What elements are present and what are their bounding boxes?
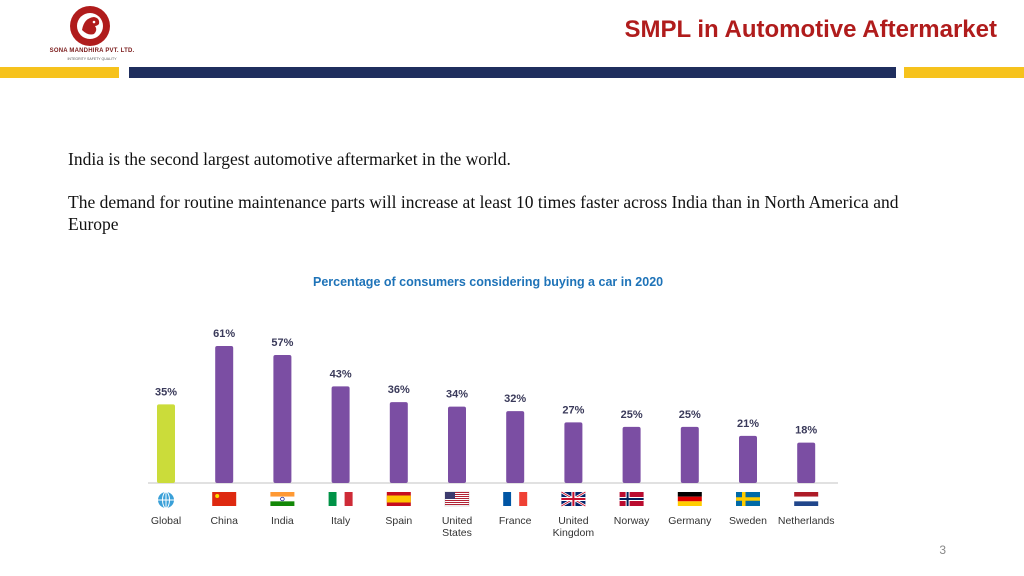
bar-sweden (739, 435, 757, 483)
header-bar-middle (129, 67, 896, 78)
bar-france (506, 411, 525, 483)
data-label: 27% (562, 404, 584, 416)
category-label: Spain (385, 515, 412, 527)
uk-flag-icon (560, 490, 587, 508)
bar-china (215, 346, 234, 483)
category-label: Sweden (729, 515, 767, 527)
body-line-2: The demand for routine maintenance parts… (68, 192, 899, 234)
logo-tagline: INTEGRITY SAFETY QUALITY (67, 57, 117, 61)
category-label: Netherlands (778, 515, 835, 527)
slide-body: India is the second largest automotive a… (68, 148, 948, 235)
data-label: 32% (504, 393, 526, 405)
india-flag-icon (270, 492, 295, 506)
italy-flag-icon (328, 492, 353, 506)
bar-netherlands (797, 442, 816, 483)
globe-icon (158, 491, 174, 509)
data-label: 21% (737, 418, 759, 430)
lion-logo-icon (70, 6, 110, 46)
bar-global (157, 404, 175, 483)
category-label: China (210, 515, 238, 527)
bar-norway (622, 426, 641, 483)
netherlands-flag-icon (794, 492, 819, 506)
bar-united-kingdom (564, 422, 583, 483)
chart-title: Percentage of consumers considering buyi… (313, 275, 664, 289)
category-label: Norway (614, 515, 650, 527)
data-label: 61% (213, 328, 235, 340)
france-flag-icon (503, 492, 528, 506)
category-label: Global (151, 515, 181, 527)
data-label: 18% (795, 425, 817, 437)
category-label: Germany (668, 515, 712, 527)
page-number: 3 (939, 543, 946, 557)
category-label: States (442, 527, 472, 539)
data-label: 57% (271, 337, 293, 349)
category-label: India (271, 515, 294, 527)
company-logo: SONA MANDHIRA PVT. LTD. INTEGRITY SAFETY… (44, 4, 140, 64)
body-line-1: India is the second largest automotive a… (68, 149, 511, 169)
logo-company-name: SONA MANDHIRA PVT. LTD. (49, 48, 135, 54)
china-flag-icon (212, 492, 237, 506)
data-label: 25% (679, 409, 701, 421)
header-bar-left (0, 67, 119, 78)
data-label: 35% (155, 386, 177, 398)
bar-germany (680, 426, 699, 483)
category-label: Italy (331, 515, 351, 527)
data-label: 34% (446, 389, 468, 401)
norway-flag-icon (619, 492, 644, 506)
germany-flag-icon (677, 492, 702, 506)
sweden-flag-icon (736, 492, 760, 506)
category-label: Kingdom (553, 527, 595, 539)
category-label: United (442, 515, 473, 527)
category-label: United (558, 515, 589, 527)
data-label: 25% (621, 409, 643, 421)
bar-united-states (448, 406, 466, 483)
header-bar-right (904, 67, 1024, 78)
data-label: 43% (330, 368, 352, 380)
bar-italy (331, 386, 350, 483)
slide-title: SMPL in Automotive Aftermarket (624, 16, 997, 43)
category-label: France (499, 515, 532, 527)
bar-india (273, 354, 292, 483)
spain-flag-icon (386, 492, 411, 506)
usa-flag-icon (444, 491, 470, 507)
bar-spain (389, 402, 408, 483)
data-label: 36% (388, 384, 410, 396)
